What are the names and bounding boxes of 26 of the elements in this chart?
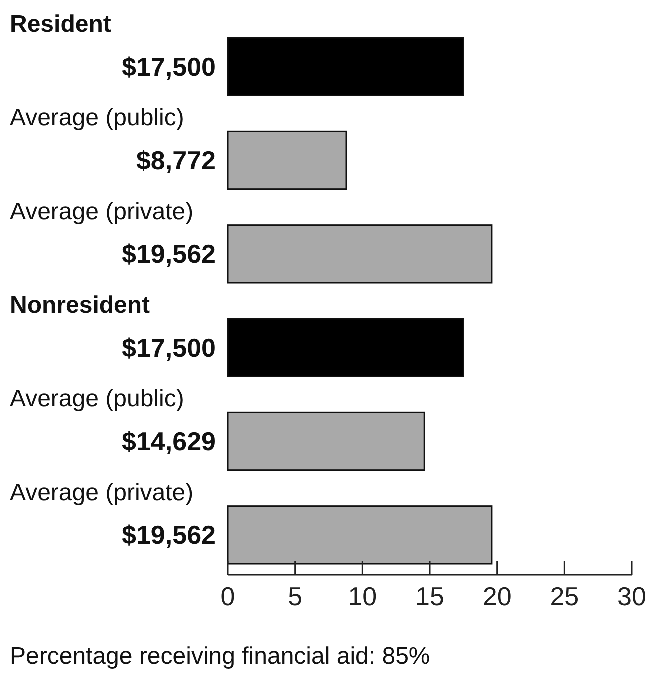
x-tick-label: 5	[288, 581, 303, 612]
y-tick-label: $19,562	[122, 239, 216, 270]
y-tick-label: $19,562	[122, 520, 216, 550]
x-tick-label: 0	[220, 581, 236, 612]
x-tick-label: 30	[618, 581, 646, 612]
x-tick-label: 20	[482, 581, 512, 612]
bar	[227, 506, 493, 565]
bar	[227, 37, 464, 96]
y-tick-label: $17,500	[122, 52, 216, 82]
bar	[227, 318, 464, 378]
x-tick-label: 10	[348, 581, 378, 612]
y-tick-label: $8,772	[136, 146, 216, 176]
bar	[227, 224, 493, 284]
x-tick-label: 15	[416, 581, 444, 612]
x-tick-label: 25	[550, 581, 580, 612]
text: Average (private)	[10, 198, 194, 226]
bar	[227, 412, 426, 472]
text: Nonresident	[10, 292, 150, 319]
bar	[227, 130, 348, 190]
y-tick-label: $17,500	[122, 332, 216, 363]
text: Average (public)	[10, 104, 184, 132]
y-tick-label: $14,629	[122, 426, 216, 456]
text: Resident	[10, 11, 112, 38]
text: Average (private)	[10, 479, 194, 506]
text: Average (public)	[10, 386, 184, 413]
text: Percentage receiving financial aid: 85%	[10, 643, 430, 670]
